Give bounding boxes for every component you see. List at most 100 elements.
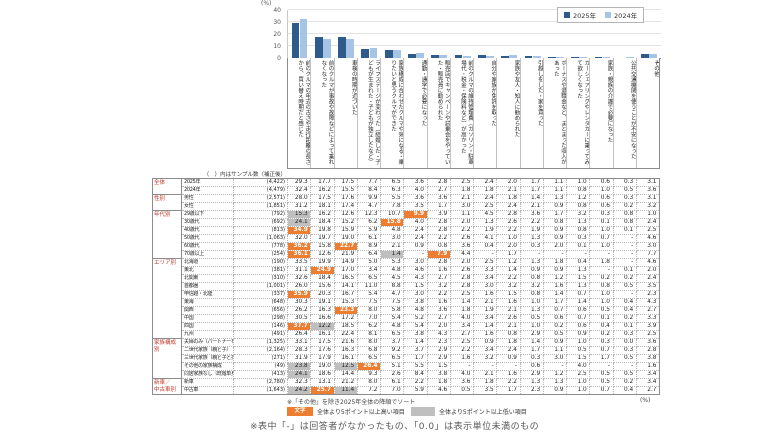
data-cell: 2.4 bbox=[403, 226, 428, 235]
data-cell: 1.2 bbox=[565, 194, 591, 203]
low-highlight-swatch bbox=[411, 407, 435, 416]
data-cell: 3.1 bbox=[635, 178, 661, 187]
data-cell: - bbox=[612, 250, 637, 259]
data-cell: 18.4 bbox=[310, 274, 335, 283]
data-cell: 6.5 bbox=[379, 330, 405, 339]
row-label-cell: 同居家族なし（既婚単身含む） bbox=[181, 370, 234, 379]
data-cell: 4.7 bbox=[379, 290, 405, 299]
bar-2024 bbox=[462, 55, 471, 58]
data-cell: 1.4 bbox=[565, 298, 591, 307]
data-cell: 6.8 bbox=[356, 346, 382, 355]
data-cell: 2.1 bbox=[472, 370, 498, 379]
category-header-cell: 前のクルマの年式の古さや走行距離の長さから、買い替え時期だと感じた bbox=[288, 58, 312, 168]
data-cell: 1.8 bbox=[426, 378, 451, 387]
data-cell: 0.5 bbox=[519, 314, 544, 323]
bar-2025 bbox=[594, 57, 603, 58]
row-label-cell: 60歳代 bbox=[181, 242, 234, 251]
data-cell: 2.5 bbox=[472, 258, 498, 267]
data-cell: 6.5 bbox=[356, 274, 382, 283]
data-cell: 1.6 bbox=[426, 298, 451, 307]
category-header-cell: カーシェアリングやレンタカーに乗ってみて欲しくなった bbox=[567, 58, 591, 168]
row-label-cell: 中古車 bbox=[181, 386, 234, 395]
data-cell: 0.1 bbox=[589, 218, 614, 227]
data-cell: 1.4 bbox=[403, 338, 428, 347]
bar-2025 bbox=[291, 22, 300, 58]
data-cell: 1.7 bbox=[542, 210, 568, 219]
data-cell: 28.3 bbox=[286, 346, 312, 355]
data-cell: 0.1 bbox=[589, 314, 614, 323]
data-cell: 16.2 bbox=[310, 210, 335, 219]
data-cell: 4.6 bbox=[403, 266, 428, 275]
data-cell: 0.7 bbox=[589, 234, 614, 243]
sample-size-cell: (2,780) bbox=[233, 378, 288, 387]
data-cell: 2.8 bbox=[426, 258, 451, 267]
data-cell: 3.8 bbox=[426, 370, 451, 379]
data-cell: 0.7 bbox=[565, 290, 591, 299]
data-cell: 2.2 bbox=[519, 218, 544, 227]
bar-2024 bbox=[322, 38, 331, 58]
data-cell: 6.4 bbox=[356, 250, 382, 259]
data-cell: 0.5 bbox=[589, 370, 614, 379]
data-cell: 0.5 bbox=[449, 386, 475, 395]
data-cell: 6.5 bbox=[356, 354, 382, 363]
data-cell: 0.9 bbox=[496, 354, 521, 363]
row-label-cell: 北海道 bbox=[181, 258, 234, 267]
data-cell: 1.3 bbox=[565, 282, 591, 291]
data-cell: 18.5 bbox=[333, 322, 358, 331]
data-cell: 31.2 bbox=[286, 202, 312, 211]
bar-2024 bbox=[532, 55, 541, 58]
group-label: 家族構成別 bbox=[154, 340, 177, 353]
category-label: 前のクルマの維持管理費（ガソリン・駐車場代・税金・保険料など）が高かった bbox=[459, 60, 473, 165]
data-cell: 1.0 bbox=[635, 210, 661, 219]
data-cell: 2.8 bbox=[449, 282, 475, 291]
row-label-cell: 2024年 bbox=[181, 186, 234, 195]
data-cell: 8.0 bbox=[356, 306, 382, 315]
data-cell: 1.0 bbox=[519, 298, 544, 307]
sample-size-cell: (381) bbox=[233, 266, 288, 275]
data-cell: 1.5 bbox=[426, 362, 451, 371]
group-label-cell: エリア別 bbox=[152, 258, 182, 339]
table-row: 年代別 29歳以下 (792) 15.3 16.2 12.6 12.3 10.7 9.9 3.9 1… bbox=[152, 210, 661, 259]
category-label: 車検の時期が近づいた bbox=[350, 60, 357, 115]
data-cell: 3.6 bbox=[635, 338, 661, 347]
data-cell: 2.4 bbox=[472, 178, 498, 187]
chart-legend: 2025年 2024年 bbox=[557, 7, 645, 23]
data-cell: 3.0 bbox=[379, 234, 405, 243]
sample-size-cell: (778) bbox=[233, 242, 288, 251]
data-cell: 2.0 bbox=[542, 242, 568, 251]
data-cell: - bbox=[612, 290, 637, 299]
data-cell: 17.2 bbox=[333, 314, 358, 323]
data-cell: 4.3 bbox=[426, 330, 451, 339]
data-cell: 1.1 bbox=[542, 178, 568, 187]
row-label-cell: 四国 bbox=[181, 322, 234, 331]
data-cell: 26.2 bbox=[286, 306, 312, 315]
data-cell: 1.5 bbox=[403, 282, 428, 291]
legend-item: 2025年 bbox=[564, 10, 596, 20]
data-cell: 31.1 bbox=[286, 266, 312, 275]
data-cell: 17.6 bbox=[333, 194, 358, 203]
data-cell: 2.2 bbox=[426, 290, 451, 299]
bar-2024 bbox=[556, 56, 564, 58]
data-cell: 2.6 bbox=[449, 266, 475, 275]
data-cell: 1.4 bbox=[379, 250, 405, 259]
data-cell: 2.0 bbox=[426, 322, 451, 331]
data-cell: 2.7 bbox=[426, 186, 451, 195]
data-cell: 2.7 bbox=[449, 330, 475, 339]
sample-size-cell: (190) bbox=[233, 258, 288, 267]
grid-line bbox=[288, 9, 661, 10]
data-cell: 0.4 bbox=[612, 298, 637, 307]
sample-size-cell: (271) bbox=[233, 354, 288, 363]
data-cell: 1.8 bbox=[472, 378, 498, 387]
data-cell: 3.9 bbox=[426, 210, 451, 219]
data-cell: 3.6 bbox=[403, 194, 428, 203]
data-cell: 0.6 bbox=[589, 194, 614, 203]
data-cell: 8.4 bbox=[356, 186, 382, 195]
bar-2024 bbox=[439, 54, 448, 58]
data-cell: 0.7 bbox=[565, 314, 591, 323]
data-cell: 0.9 bbox=[403, 242, 428, 251]
data-cell: 0.9 bbox=[542, 266, 568, 275]
table-row: 70歳以上 (254) 36.1 12.6 21.9 6.4 1.4-7.9 4.4-1.7-… bbox=[153, 250, 661, 259]
data-cell: 1.0 bbox=[519, 322, 544, 331]
data-cell: 35.9 bbox=[286, 290, 312, 299]
data-cell: 0.5 bbox=[612, 370, 637, 379]
